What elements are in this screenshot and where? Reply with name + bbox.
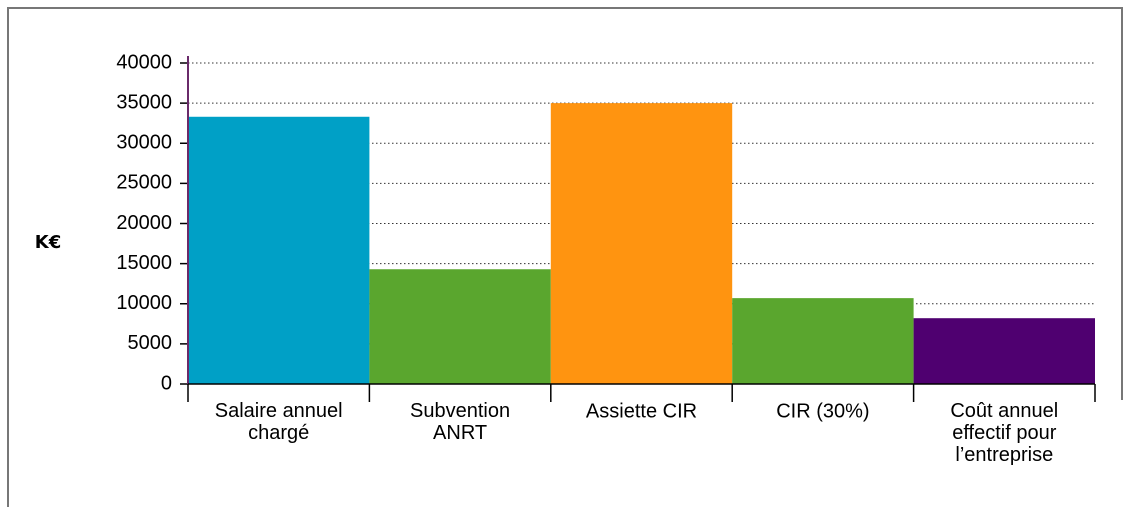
bar xyxy=(550,103,733,384)
y-tick-label: 25000 xyxy=(116,172,172,194)
frame xyxy=(7,7,1123,507)
x-tick-label: CIR (30%) xyxy=(776,400,869,422)
y-tick-label: 20000 xyxy=(116,212,172,234)
y-tick-label: 40000 xyxy=(116,51,172,73)
bar xyxy=(188,116,370,384)
y-tick-label: 10000 xyxy=(116,292,172,314)
x-tick-label: Coût annuel effectif pour l’entreprise xyxy=(950,400,1058,466)
bar xyxy=(369,269,551,384)
x-tick-label: Assiette CIR xyxy=(586,400,697,422)
y-tick-label: 30000 xyxy=(116,132,172,154)
y-tick-label: 35000 xyxy=(116,91,172,113)
y-tick-label: 0 xyxy=(161,372,172,394)
y-axis-label: K€ xyxy=(35,232,61,253)
bar xyxy=(732,298,914,384)
y-tick-label: 15000 xyxy=(116,252,172,274)
y-tick-label: 5000 xyxy=(128,332,173,354)
x-tick-label: Subvention ANRT xyxy=(410,400,510,444)
x-tick-label: Salaire annuel chargé xyxy=(215,400,343,444)
bar xyxy=(913,318,1095,384)
